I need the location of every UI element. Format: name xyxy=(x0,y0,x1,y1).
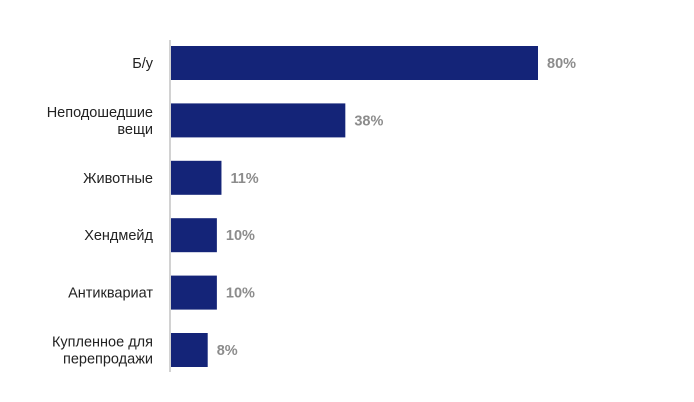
bar-0 xyxy=(171,46,538,80)
value-labels-group: 80% 38% 11% 10% 10% 8% xyxy=(217,56,576,359)
category-labels-group: Б/у Неподошедшие вещи Животные Хендмейд Антик… xyxy=(47,56,154,368)
bar-2 xyxy=(171,160,222,195)
category-label-3: Хендмейд xyxy=(84,228,153,244)
category-label-0: Б/у xyxy=(132,56,154,72)
category-label-3-line-0: Хендмейд xyxy=(84,228,153,244)
category-label-4-line-0: Антиквариат xyxy=(68,286,153,302)
value-label-2: 11% xyxy=(230,171,258,187)
category-label-4: Антиквариат xyxy=(68,286,153,302)
bars-group xyxy=(171,46,538,367)
value-label-1: 38% xyxy=(354,113,383,129)
category-label-2-line-0: Животные xyxy=(83,171,153,187)
bar-4 xyxy=(171,275,217,310)
category-label-1-line-1: вещи xyxy=(117,122,153,138)
value-label-3: 10% xyxy=(226,228,255,244)
category-label-0-line-0: Б/у xyxy=(132,56,154,72)
category-label-5-line-0: Купленное для xyxy=(52,335,153,351)
value-label-5: 8% xyxy=(217,343,238,359)
category-label-1-line-0: Неподошедшие xyxy=(47,105,153,121)
category-label-5-line-1: перепродажи xyxy=(63,352,153,368)
bar-5 xyxy=(171,333,208,367)
category-label-2: Животные xyxy=(83,171,153,187)
bar-1 xyxy=(171,103,346,138)
value-label-4: 10% xyxy=(226,286,255,302)
value-label-0: 80% xyxy=(547,56,576,72)
bar-3 xyxy=(171,218,217,253)
category-label-1: Неподошедшие вещи xyxy=(47,105,153,138)
category-label-5: Купленное для перепродажи xyxy=(52,335,153,368)
